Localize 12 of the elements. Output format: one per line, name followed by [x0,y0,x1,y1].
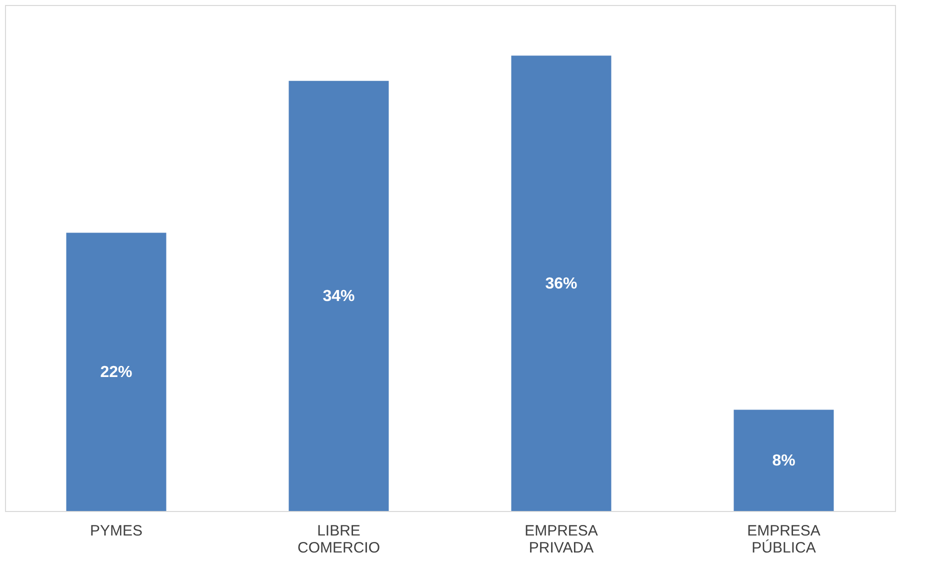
x-tick-label: EMPRESA PRIVADA [524,522,598,556]
bar [734,410,834,511]
data-label: 34% [322,288,355,305]
x-tick-label: PYMES [90,522,143,540]
x-tick-label: EMPRESA PÚBLICA [747,522,820,556]
bar [66,232,166,511]
bar [511,56,612,511]
data-label: 8% [772,452,796,470]
x-tick-label: LIBRE COMERCIO [298,522,380,556]
bar [288,80,389,511]
data-label: 22% [100,364,132,381]
data-label: 36% [545,275,578,292]
